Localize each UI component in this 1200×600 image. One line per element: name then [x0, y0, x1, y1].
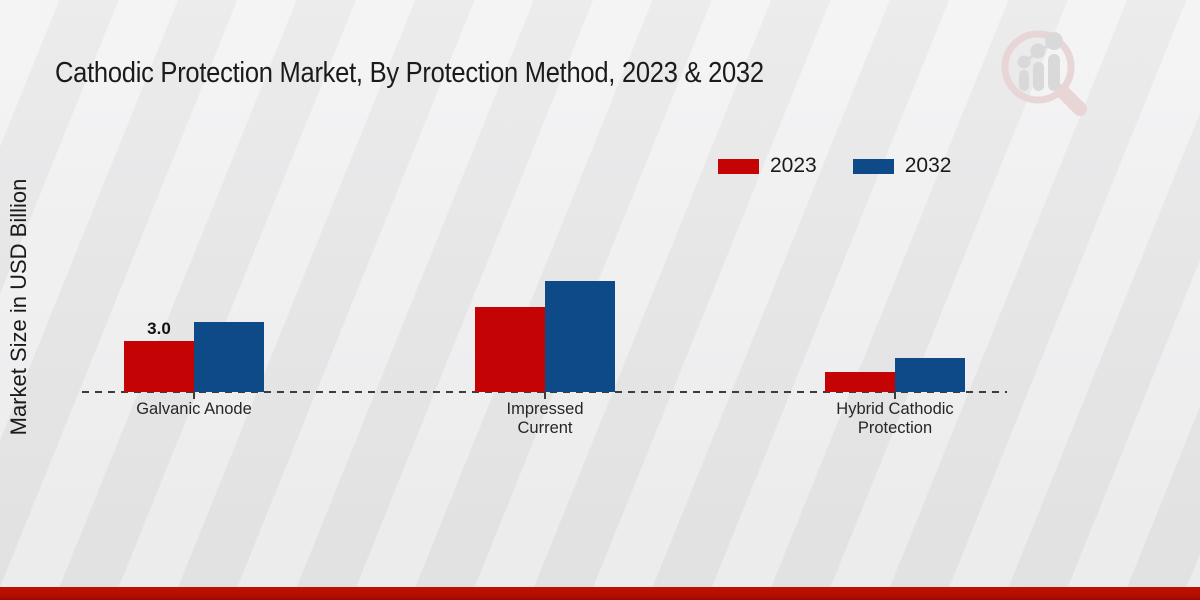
- bar-2032-category-1: [545, 281, 615, 392]
- bar-2023-category-1: [475, 307, 545, 392]
- legend: 2023 2032: [718, 154, 951, 178]
- legend-label: 2023: [770, 154, 817, 177]
- x-axis-tick: [193, 392, 195, 399]
- bar-2023-category-0: [124, 341, 194, 392]
- bar-2032-category-0: [194, 322, 264, 392]
- legend-swatch-icon: [718, 158, 759, 174]
- magnifier-bar-chart-logo-icon: [1001, 30, 1087, 116]
- category-label: Hybrid Cathodic Protection: [836, 400, 954, 437]
- x-axis-tick: [894, 392, 896, 399]
- x-axis-tick: [544, 392, 546, 399]
- chart-title: Cathodic Protection Market, By Protectio…: [55, 57, 764, 90]
- bar-2023-category-2: [825, 372, 895, 392]
- footer-accent-bar: [0, 587, 1200, 600]
- bar-value-label: 3.0: [147, 319, 171, 338]
- legend-item-2023: 2023: [718, 154, 817, 178]
- legend-item-2032: 2032: [852, 154, 952, 178]
- category-label: Galvanic Anode: [136, 400, 252, 418]
- legend-swatch-icon: [852, 158, 894, 174]
- category-label: Impressed Current: [506, 400, 584, 437]
- bar-2032-category-2: [895, 358, 965, 392]
- legend-label: 2032: [904, 154, 952, 177]
